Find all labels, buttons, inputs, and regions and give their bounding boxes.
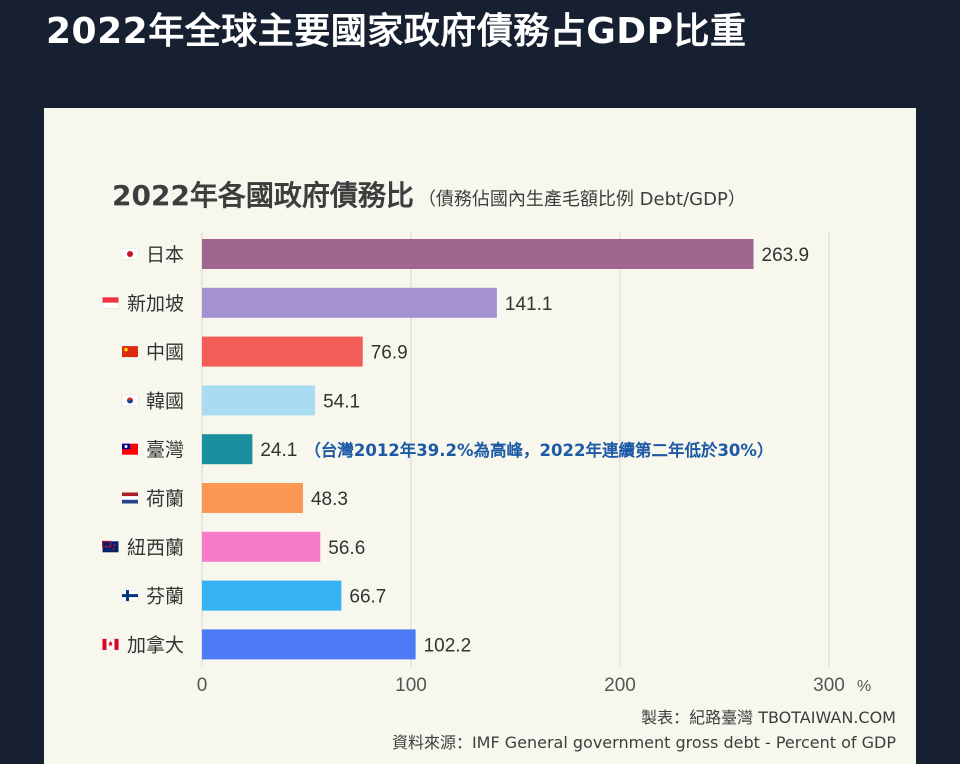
category-label: 紐西蘭 (127, 537, 184, 559)
singapore-flag-icon (102, 297, 119, 309)
x-tick-label: 0 (197, 675, 208, 696)
category-label: 新加坡 (127, 293, 184, 315)
x-tick-label: 300 (813, 675, 845, 696)
page-title: 2022年全球主要國家政府債務占GDP比重 (46, 11, 747, 52)
chart-subtitle: （債務佔國內生產毛額比例 Debt/GDP） (417, 189, 746, 210)
x-tick-label: 100 (395, 675, 427, 696)
category-label: 芬蘭 (146, 586, 184, 608)
bar (202, 385, 316, 416)
category-label: 荷蘭 (146, 488, 184, 510)
category-label: 韓國 (146, 390, 184, 412)
category-label: 臺灣 (146, 439, 184, 461)
bar (202, 336, 363, 367)
bar (202, 239, 754, 269)
category-label: 加拿大 (127, 633, 184, 656)
category-label: 日本 (146, 244, 184, 266)
x-unit-label: % (857, 678, 871, 695)
new-zealand-flag-icon (102, 540, 119, 553)
value-label: 102.2 (424, 635, 472, 656)
value-label: 56.6 (328, 538, 365, 559)
netherlands-flag-icon (122, 492, 138, 504)
value-label: 263.9 (762, 245, 810, 266)
value-label: 48.3 (311, 489, 348, 510)
bar (202, 483, 303, 513)
taiwan-flag-icon (122, 443, 138, 455)
japan-flag-icon (121, 248, 139, 260)
canada-flag-icon (102, 638, 119, 651)
bar (202, 434, 253, 465)
chart-title: 2022年各國政府債務比 (112, 179, 414, 212)
bar-annotation: （台灣2012年39.2%為高峰，2022年連續第二年低於30%） (304, 440, 773, 460)
bar (202, 629, 416, 660)
bar (202, 531, 321, 562)
chart-heading: 2022年各國政府債務比 （債務佔國內生產毛額比例 Debt/GDP） (112, 174, 746, 214)
data-source: 資料來源：IMF General government gross debt -… (391, 733, 896, 752)
china-flag-icon (122, 346, 138, 358)
chart-card: 2022年各國政府債務比 （債務佔國內生產毛額比例 Debt/GDP） 0 100 2… (44, 108, 916, 764)
value-label: 24.1 (260, 440, 297, 461)
bar (202, 287, 497, 318)
value-label: 141.1 (505, 294, 553, 315)
x-tick-label: 200 (604, 675, 636, 696)
finland-flag-icon (121, 589, 139, 602)
value-label: 54.1 (323, 391, 360, 412)
bar (202, 580, 342, 611)
value-label: 76.9 (371, 343, 408, 364)
korea-flag-icon (121, 394, 139, 407)
bar-chart: 0 100 200 300 % 日本 263.9 新加坡 141.1 中國 76.9 韓國 54.1 臺灣… (102, 232, 871, 696)
value-label: 66.7 (349, 587, 386, 608)
category-label: 中國 (146, 342, 184, 364)
chart-credit: 製表：紀路臺灣 TBOTAIWAN.COM (641, 708, 896, 727)
